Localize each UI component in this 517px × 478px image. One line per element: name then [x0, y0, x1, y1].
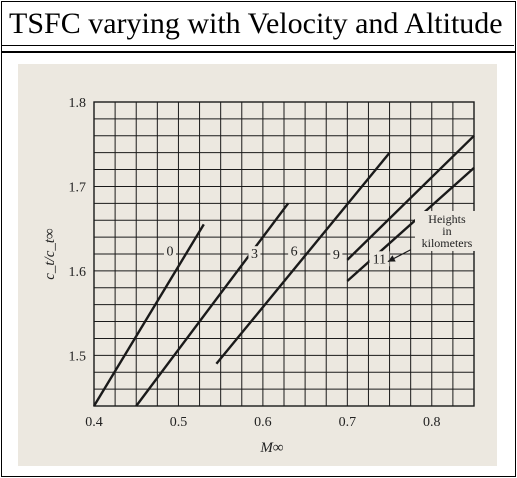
- y-tick-label: 1.6: [69, 265, 87, 280]
- y-tick-label: 1.8: [69, 96, 87, 111]
- series-label-background: [288, 243, 301, 259]
- x-tick-label: 0.6: [254, 415, 272, 430]
- annotation-background: [414, 210, 479, 251]
- chart-panel: 0.4 0.5 0.6 0.7 0.8 1.5 1.6 1.7 1.8 M∞ c_t/c_t∞ 0 3 6…: [18, 64, 497, 466]
- y-tick-label: 1.7: [69, 180, 87, 195]
- series-label: 11: [373, 252, 386, 267]
- series-line: [215, 151, 391, 365]
- series-label: 9: [333, 248, 340, 263]
- x-tick-label: 0.7: [339, 415, 357, 430]
- annotation-arrowhead: [387, 255, 396, 262]
- x-tick-label: 0.8: [423, 415, 441, 430]
- title-divider: [1, 51, 516, 53]
- x-axis-label: M∞: [259, 440, 283, 456]
- annotation-text: Heights: [428, 212, 466, 226]
- plot-border: [93, 101, 475, 407]
- series-line: [346, 167, 475, 282]
- series-line: [346, 134, 475, 261]
- grid: [93, 101, 475, 407]
- series-label-background: [369, 251, 390, 267]
- x-tick-label: 0.5: [170, 415, 188, 430]
- series-label-background: [164, 243, 176, 259]
- y-tick-label: 1.5: [69, 349, 87, 364]
- series-label-background: [330, 247, 343, 263]
- x-tick-label: 0.4: [85, 415, 103, 430]
- annotation-text: in: [442, 224, 451, 238]
- annotation-text: kilometers: [422, 236, 473, 250]
- series-label-background: [248, 246, 261, 262]
- series-label: 6: [291, 245, 298, 260]
- tsfc-chart: 0.4 0.5 0.6 0.7 0.8 1.5 1.6 1.7 1.8 M∞ c_t/c_t∞ 0 3 6…: [42, 96, 479, 456]
- series-line: [92, 223, 205, 407]
- series-line: [135, 202, 290, 407]
- series-label: 0: [167, 245, 174, 260]
- y-axis-label: c_t/c_t∞: [42, 228, 58, 280]
- title-bar: TSFC varying with Velocity and Altitude: [1, 1, 514, 46]
- series-label: 3: [251, 247, 258, 262]
- page-title: TSFC varying with Velocity and Altitude: [9, 7, 503, 40]
